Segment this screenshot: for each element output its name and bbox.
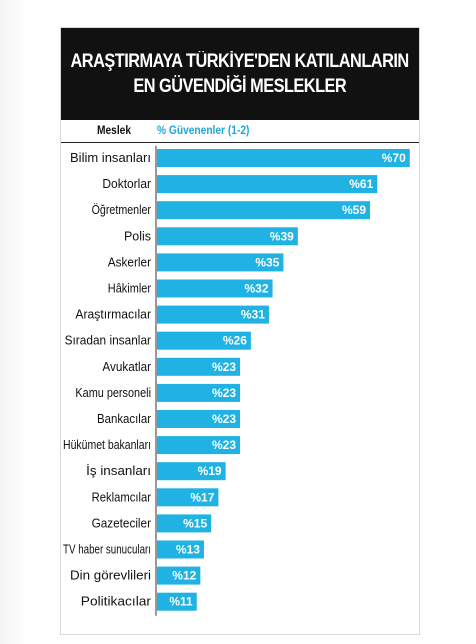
chart-title-line-2: EN GÜVENDİĞİ MESLEKLER [133, 76, 347, 97]
bar [157, 383, 241, 402]
chart-card: ARAŞTIRMAYA TÜRKİYE'DEN KATILANLARIN EN … [60, 27, 420, 635]
bar [157, 305, 269, 324]
category-label: Araştırmacılar [75, 308, 151, 322]
category-label: Avukatlar [102, 360, 151, 374]
bar-value-label: %61 [349, 177, 373, 191]
bar [157, 279, 273, 298]
bar-value-label: %70 [382, 151, 406, 165]
category-label: Bilim insanları [70, 151, 151, 165]
category-label: Din görevlileri [70, 569, 151, 583]
bar-value-label: %39 [270, 229, 294, 243]
bar [157, 592, 197, 611]
category-label: Doktorlar [102, 177, 151, 191]
category-label: Hükümet bakanları [63, 438, 151, 452]
bar [157, 149, 410, 167]
bar [157, 514, 212, 533]
bar [157, 227, 298, 246]
category-label: Sıradan insanlar [65, 334, 151, 348]
category-column-header: Meslek [97, 123, 132, 137]
bar-value-label: %26 [223, 334, 247, 348]
bar-value-label: %12 [172, 569, 196, 583]
bar-value-label: %23 [212, 386, 236, 400]
category-label: Kamu personeli [75, 386, 151, 400]
category-label: Politikacılar [81, 595, 151, 609]
bar-value-label: %13 [176, 543, 200, 557]
chart-title: ARAŞTIRMAYA TÜRKİYE'DEN KATILANLARIN EN … [61, 28, 419, 120]
bar [157, 540, 204, 559]
chart-title-line-1: ARAŞTIRMAYA TÜRKİYE'DEN KATILANLARIN [70, 51, 410, 72]
category-label: Hâkimler [108, 282, 151, 296]
bar-value-label: %35 [255, 255, 279, 269]
bar-value-label: %17 [190, 490, 214, 504]
category-label: Gazeteciler [92, 516, 151, 530]
category-label: TV haber sunucuları [63, 543, 151, 557]
bar-value-label: %32 [245, 282, 269, 296]
bar-chart: Bilim insanları %70 Doktorlar %61 Öğretmenle… [63, 146, 410, 616]
bar [157, 410, 241, 428]
bar-value-label: %59 [342, 203, 366, 217]
category-label: Bankacılar [97, 412, 151, 426]
bar-value-label: %15 [183, 516, 207, 530]
bar-value-label: %19 [198, 464, 222, 478]
bar [157, 488, 219, 507]
column-header: Meslek % Güvenenler (1-2) [61, 120, 419, 143]
bar-value-label: %23 [212, 412, 236, 426]
bar [157, 175, 378, 194]
bar [157, 462, 226, 481]
category-label: Polis [124, 229, 151, 243]
bar-value-label: %11 [169, 595, 193, 609]
bar-value-label: %31 [241, 308, 265, 322]
bar [157, 253, 284, 272]
category-label: Reklamcılar [92, 490, 151, 504]
bar [157, 331, 251, 350]
bar [157, 566, 201, 585]
value-column-header: % Güvenenler (1-2) [157, 123, 250, 137]
bar [157, 201, 371, 220]
bar-value-label: %23 [212, 360, 236, 374]
bar [157, 357, 241, 376]
page-left-shadow [0, 0, 28, 644]
category-label: Öğretmenler [92, 203, 151, 217]
category-label: Askerler [108, 255, 151, 269]
bar-value-label: %23 [212, 438, 236, 452]
bar [157, 436, 241, 455]
category-label: İş insanları [86, 464, 151, 478]
